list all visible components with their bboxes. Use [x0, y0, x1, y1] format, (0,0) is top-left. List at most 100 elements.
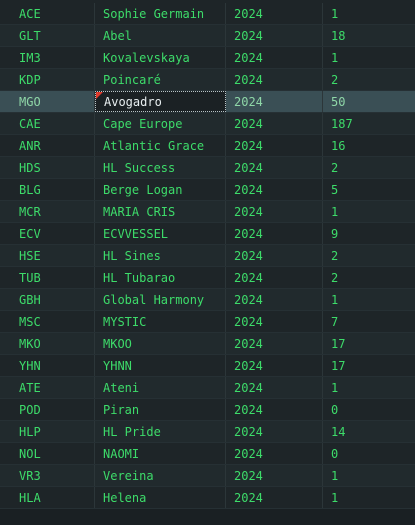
- cell-name[interactable]: Avogadro: [95, 91, 226, 112]
- cell-name[interactable]: Abel: [95, 25, 226, 46]
- cell-name[interactable]: Berge Logan: [95, 179, 226, 200]
- cell-count[interactable]: 2: [323, 245, 415, 266]
- cell-count[interactable]: 1: [323, 47, 415, 68]
- cell-name[interactable]: MYSTIC: [95, 311, 226, 332]
- cell-name[interactable]: Ateni: [95, 377, 226, 398]
- cell-count[interactable]: 14: [323, 421, 415, 442]
- cell-code[interactable]: MSC: [0, 311, 95, 332]
- cell-count[interactable]: 1: [323, 289, 415, 310]
- cell-name[interactable]: Piran: [95, 399, 226, 420]
- cell-count[interactable]: 17: [323, 333, 415, 354]
- cell-year[interactable]: 2024: [226, 465, 323, 486]
- cell-code[interactable]: IM3: [0, 47, 95, 68]
- table-row[interactable]: CAE Cape Europe 2024 187: [0, 113, 415, 135]
- cell-year[interactable]: 2024: [226, 267, 323, 288]
- cell-name[interactable]: HL Success: [95, 157, 226, 178]
- table-row[interactable]: GLT Abel 2024 18: [0, 25, 415, 47]
- cell-count[interactable]: 1: [323, 3, 415, 24]
- cell-name[interactable]: Vereina: [95, 465, 226, 486]
- cell-count[interactable]: 2: [323, 69, 415, 90]
- cell-code[interactable]: MGO: [0, 91, 95, 112]
- cell-count[interactable]: 1: [323, 465, 415, 486]
- table-row[interactable]: HDS HL Success 2024 2: [0, 157, 415, 179]
- cell-name[interactable]: Poincaré: [95, 69, 226, 90]
- table-row[interactable]: TUB HL Tubarao 2024 2: [0, 267, 415, 289]
- cell-year[interactable]: 2024: [226, 245, 323, 266]
- cell-count[interactable]: 16: [323, 135, 415, 156]
- cell-code[interactable]: BLG: [0, 179, 95, 200]
- table-row[interactable]: BLG Berge Logan 2024 5: [0, 179, 415, 201]
- cell-count[interactable]: 2: [323, 157, 415, 178]
- cell-count[interactable]: 1: [323, 487, 415, 508]
- cell-year[interactable]: 2024: [226, 311, 323, 332]
- cell-name[interactable]: Atlantic Grace: [95, 135, 226, 156]
- cell-code[interactable]: ECV: [0, 223, 95, 244]
- table-row[interactable]: NOL NAOMI 2024 0: [0, 443, 415, 465]
- table-row[interactable]: IM3 Kovalevskaya 2024 1: [0, 47, 415, 69]
- cell-code[interactable]: GLT: [0, 25, 95, 46]
- cell-year[interactable]: 2024: [226, 289, 323, 310]
- cell-year[interactable]: 2024: [226, 377, 323, 398]
- cell-code[interactable]: VR3: [0, 465, 95, 486]
- cell-code[interactable]: GBH: [0, 289, 95, 310]
- cell-code[interactable]: ACE: [0, 3, 95, 24]
- cell-name[interactable]: HL Pride: [95, 421, 226, 442]
- table-row[interactable]: MSC MYSTIC 2024 7: [0, 311, 415, 333]
- cell-name[interactable]: MARIA CRIS: [95, 201, 226, 222]
- cell-count[interactable]: 0: [323, 443, 415, 464]
- cell-count[interactable]: 18: [323, 25, 415, 46]
- cell-name[interactable]: ECVVESSEL: [95, 223, 226, 244]
- cell-year[interactable]: 2024: [226, 3, 323, 24]
- cell-code[interactable]: KDP: [0, 69, 95, 90]
- table-row[interactable]: MCR MARIA CRIS 2024 1: [0, 201, 415, 223]
- cell-count[interactable]: 1: [323, 377, 415, 398]
- cell-year[interactable]: 2024: [226, 47, 323, 68]
- cell-code[interactable]: ATE: [0, 377, 95, 398]
- cell-year[interactable]: 2024: [226, 25, 323, 46]
- cell-code[interactable]: YHN: [0, 355, 95, 376]
- cell-year[interactable]: 2024: [226, 201, 323, 222]
- cell-name[interactable]: Global Harmony: [95, 289, 226, 310]
- cell-year[interactable]: 2024: [226, 223, 323, 244]
- cell-name[interactable]: Kovalevskaya: [95, 47, 226, 68]
- cell-count[interactable]: 9: [323, 223, 415, 244]
- cell-name[interactable]: NAOMI: [95, 443, 226, 464]
- table-row[interactable]: HLA Helena 2024 1: [0, 487, 415, 509]
- table-row[interactable]: MGO Avogadro 2024 50: [0, 91, 415, 113]
- cell-code[interactable]: ANR: [0, 135, 95, 156]
- table-row[interactable]: POD Piran 2024 0: [0, 399, 415, 421]
- cell-code[interactable]: NOL: [0, 443, 95, 464]
- cell-year[interactable]: 2024: [226, 443, 323, 464]
- cell-year[interactable]: 2024: [226, 179, 323, 200]
- cell-name[interactable]: HL Tubarao: [95, 267, 226, 288]
- cell-year[interactable]: 2024: [226, 157, 323, 178]
- cell-name[interactable]: HL Sines: [95, 245, 226, 266]
- cell-code[interactable]: TUB: [0, 267, 95, 288]
- cell-code[interactable]: POD: [0, 399, 95, 420]
- cell-year[interactable]: 2024: [226, 69, 323, 90]
- table-row[interactable]: ATE Ateni 2024 1: [0, 377, 415, 399]
- table-row[interactable]: ECV ECVVESSEL 2024 9: [0, 223, 415, 245]
- table-row[interactable]: YHN YHNN 2024 17: [0, 355, 415, 377]
- table-row[interactable]: MKO MKOO 2024 17: [0, 333, 415, 355]
- cell-name[interactable]: YHNN: [95, 355, 226, 376]
- cell-count[interactable]: 187: [323, 113, 415, 134]
- table-row[interactable]: ANR Atlantic Grace 2024 16: [0, 135, 415, 157]
- table-row[interactable]: KDP Poincaré 2024 2: [0, 69, 415, 91]
- cell-count[interactable]: 50: [323, 91, 415, 112]
- cell-year[interactable]: 2024: [226, 91, 323, 112]
- cell-count[interactable]: 7: [323, 311, 415, 332]
- cell-year[interactable]: 2024: [226, 487, 323, 508]
- cell-year[interactable]: 2024: [226, 333, 323, 354]
- cell-name[interactable]: Sophie Germain: [95, 3, 226, 24]
- cell-year[interactable]: 2024: [226, 113, 323, 134]
- cell-count[interactable]: 17: [323, 355, 415, 376]
- cell-code[interactable]: MCR: [0, 201, 95, 222]
- cell-code[interactable]: MKO: [0, 333, 95, 354]
- table-row[interactable]: GBH Global Harmony 2024 1: [0, 289, 415, 311]
- cell-name[interactable]: Helena: [95, 487, 226, 508]
- cell-name[interactable]: Cape Europe: [95, 113, 226, 134]
- cell-year[interactable]: 2024: [226, 355, 323, 376]
- cell-code[interactable]: HSE: [0, 245, 95, 266]
- cell-count[interactable]: 5: [323, 179, 415, 200]
